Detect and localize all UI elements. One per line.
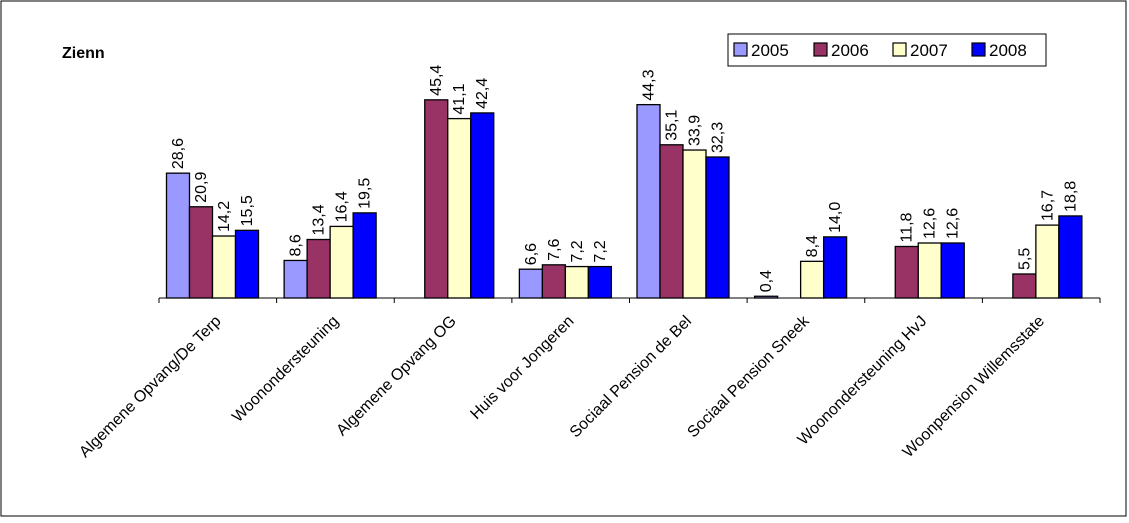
- value-label-2006-woonpension-willemsstate: 5,5: [1016, 248, 1033, 270]
- value-label-2008-woonpension-willemsstate: 18,8: [1062, 181, 1079, 212]
- x-ticks-group: [158, 298, 1101, 303]
- value-label-2007-algemene-opvang-og: 41,1: [451, 83, 468, 114]
- value-label-2006-woonondersteuning: 13,4: [311, 204, 328, 235]
- legend-swatch-2005: [733, 42, 748, 57]
- bar-2005-sociaal-pension-de-bel: [636, 103, 661, 299]
- bar-2006-algemene-opvang-og: [424, 99, 449, 299]
- value-label-2007-sociaal-pension-de-bel: 33,9: [687, 115, 704, 146]
- value-label-2007-algemene-opvang-de-terp: 14,2: [216, 201, 233, 232]
- bar-2008-algemene-opvang-de-terp: [234, 229, 260, 299]
- value-label-2006-woonondersteuning-hvj: 11,8: [899, 212, 916, 242]
- bar-2005-huis-voor-jongeren: [518, 268, 544, 299]
- bar-2008-woonondersteuning-hvj: [940, 242, 965, 299]
- bar-2008-sociaal-pension-sneek: [822, 236, 848, 299]
- bar-2006-woonondersteuning: [306, 238, 331, 299]
- bar-2008-algemene-opvang-og: [470, 112, 495, 299]
- value-label-2006-algemene-opvang-og: 45,4: [428, 65, 445, 96]
- bar-2008-sociaal-pension-de-bel: [705, 156, 730, 299]
- legend: 2005 2006 2007 2008: [727, 33, 1047, 67]
- legend-swatch-2008: [971, 42, 986, 57]
- value-label-2008-sociaal-pension-sneek: 14,0: [827, 202, 844, 233]
- bar-2007-woonpension-willemsstate: [1035, 224, 1060, 299]
- bar-2008-huis-voor-jongeren: [587, 265, 613, 299]
- bar-2007-huis-voor-jongeren: [564, 265, 590, 299]
- value-label-2005-woonondersteuning: 8,6: [288, 234, 305, 256]
- bar-2008-woonpension-willemsstate: [1058, 215, 1083, 299]
- legend-label-2006: 2006: [831, 41, 869, 60]
- value-label-2008-sociaal-pension-de-bel: 32,3: [710, 122, 727, 153]
- bar-2005-woonondersteuning: [283, 259, 308, 299]
- legend-swatch-2006: [813, 42, 828, 57]
- value-label-2008-woonondersteuning: 19,5: [357, 178, 374, 209]
- value-label-2007-sociaal-pension-sneek: 8,4: [804, 235, 821, 257]
- value-label-2008-huis-voor-jongeren: 7,2: [592, 240, 609, 262]
- bar-2006-algemene-opvang-de-terp: [188, 206, 214, 299]
- legend-box: [727, 33, 1047, 67]
- bar-2007-woonondersteuning-hvj: [917, 242, 942, 299]
- value-label-2006-algemene-opvang-de-terp: 20,9: [193, 172, 210, 203]
- legend-swatch-2007: [892, 42, 907, 57]
- bar-2005-algemene-opvang-de-terp: [165, 172, 191, 299]
- bar-2006-woonondersteuning-hvj: [894, 245, 919, 299]
- legend-label-2008: 2008: [989, 41, 1027, 60]
- bar-2007-woonondersteuning: [329, 225, 354, 299]
- bar-2008-woonondersteuning: [352, 212, 377, 299]
- bars-group: [165, 99, 1083, 299]
- value-label-2006-huis-voor-jongeren: 7,6: [546, 238, 563, 260]
- value-label-2007-woonondersteuning-hvj: 12,6: [922, 208, 939, 239]
- bar-2007-sociaal-pension-sneek: [799, 260, 825, 299]
- value-label-2008-woonondersteuning-hvj: 12,6: [945, 208, 962, 239]
- bar-2007-sociaal-pension-de-bel: [682, 149, 707, 299]
- legend-label-2007: 2007: [910, 41, 948, 60]
- value-label-2008-algemene-opvang-og: 42,4: [474, 78, 491, 109]
- bar-2006-huis-voor-jongeren: [541, 264, 567, 299]
- value-label-2007-woonondersteuning: 16,4: [334, 191, 351, 222]
- bar-2007-algemene-opvang-og: [447, 117, 472, 299]
- value-label-2005-sociaal-pension-sneek: 0,4: [758, 270, 775, 292]
- value-label-2008-algemene-opvang-de-terp: 15,5: [239, 195, 256, 226]
- value-label-2007-huis-voor-jongeren: 7,2: [569, 240, 586, 262]
- legend-label-2005: 2005: [751, 41, 789, 60]
- value-labels-group: 28,6 8,6 6,6 44,3 0,4 20,9 13,4 45,4 7,6 35,1 11,8…: [170, 65, 1079, 293]
- bar-2007-algemene-opvang-de-terp: [211, 235, 237, 299]
- value-label-2005-huis-voor-jongeren: 6,6: [523, 243, 540, 265]
- value-label-2005-sociaal-pension-de-bel: 44,3: [641, 69, 658, 100]
- bar-2006-sociaal-pension-de-bel: [659, 144, 684, 299]
- value-label-2007-woonpension-willemsstate: 16,7: [1039, 190, 1056, 221]
- value-label-2006-sociaal-pension-de-bel: 35,1: [664, 110, 681, 141]
- bar-2006-woonpension-willemsstate: [1012, 273, 1037, 299]
- chart-title: Zienn: [62, 45, 105, 62]
- value-label-2005-algemene-opvang-de-terp: 28,6: [170, 138, 187, 169]
